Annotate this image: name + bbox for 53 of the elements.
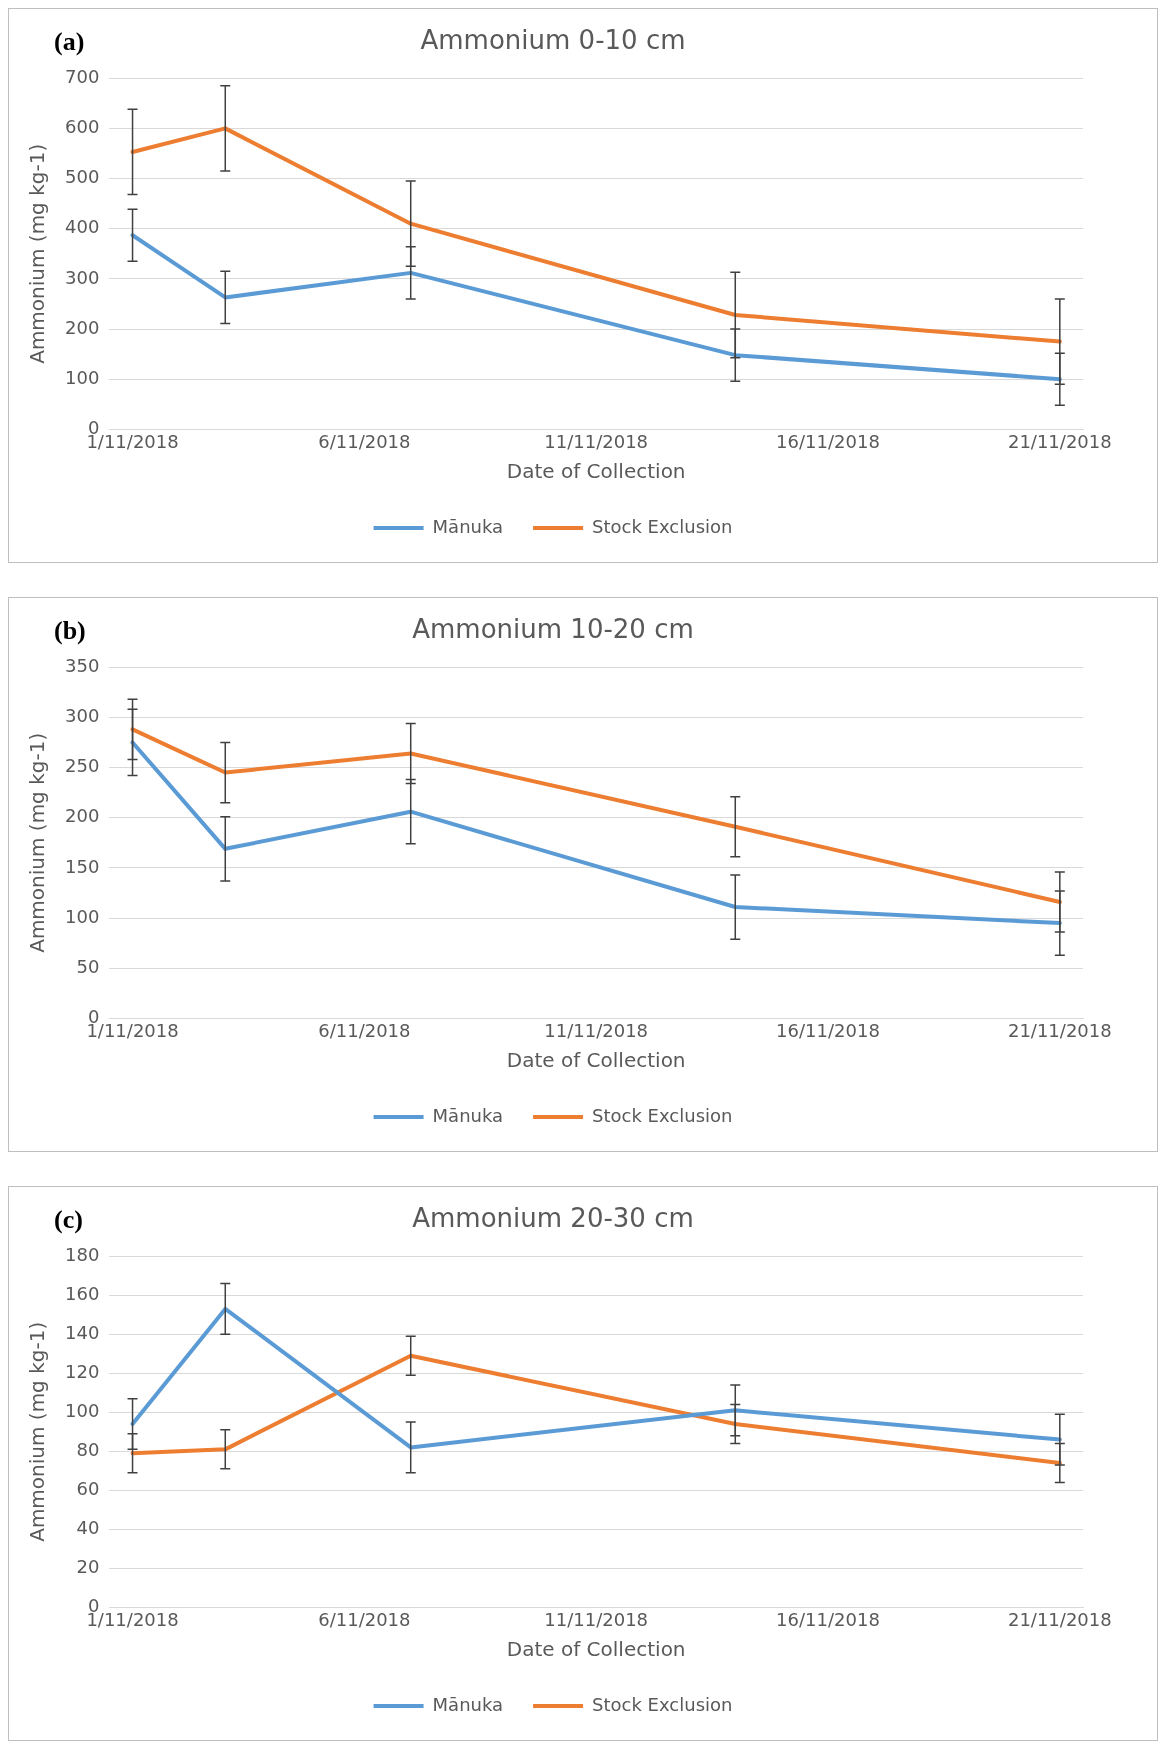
y-tick-label: 300 (65, 705, 100, 727)
y-axis-title: Ammonium (mg kg-1) (25, 143, 50, 364)
y-tick-label: 150 (65, 855, 100, 877)
legend-label: Stock Exclusion (592, 515, 733, 537)
y-tick-label: 200 (65, 805, 100, 827)
x-axis-title: Date of Collection (506, 459, 686, 484)
y-tick-label: 350 (65, 654, 100, 676)
y-tick-label: 140 (65, 1321, 100, 1343)
legend-label: Stock Exclusion (592, 1104, 733, 1126)
legend-label: Mānuka (432, 1693, 504, 1715)
y-tick-label: 500 (65, 166, 100, 188)
chart-title: Ammonium 20-30 cm (412, 1203, 694, 1234)
y-axis-title: Ammonium (mg kg-1) (25, 732, 50, 953)
x-tick-label: 16/11/2018 (776, 1608, 880, 1630)
x-tick-label: 16/11/2018 (776, 1019, 880, 1041)
y-tick-label: 60 (76, 1478, 100, 1500)
legend-label: Mānuka (432, 1104, 504, 1126)
y-tick-label: 100 (65, 1399, 100, 1421)
y-tick-label: 250 (65, 755, 100, 777)
x-tick-label: 21/11/2018 (1007, 430, 1112, 452)
y-tick-label: 200 (65, 316, 100, 338)
x-tick-label: 6/11/2018 (318, 1019, 411, 1041)
chart-title: Ammonium 10-20 cm (412, 614, 694, 645)
y-axis-title: Ammonium (mg kg-1) (25, 1321, 50, 1542)
y-tick-label: 160 (65, 1282, 100, 1304)
y-tick-label: 180 (65, 1243, 100, 1265)
x-tick-label: 6/11/2018 (318, 1608, 411, 1630)
y-tick-label: 600 (65, 116, 100, 138)
x-tick-label: 16/11/2018 (776, 430, 880, 452)
y-tick-label: 100 (65, 366, 100, 388)
x-axis-title: Date of Collection (506, 1048, 686, 1073)
y-tick-label: 400 (65, 216, 100, 238)
legend-label: Stock Exclusion (592, 1693, 733, 1715)
y-tick-label: 20 (76, 1556, 100, 1578)
y-tick-label: 100 (65, 905, 100, 927)
y-tick-label: 40 (76, 1517, 100, 1539)
y-tick-label: 300 (65, 266, 100, 288)
text: (b) (54, 616, 86, 646)
chart-title: Ammonium 0-10 cm (420, 25, 686, 56)
x-tick-label: 11/11/2018 (544, 1019, 649, 1041)
x-tick-label: 21/11/2018 (1007, 1608, 1112, 1630)
y-tick-label: 120 (65, 1360, 100, 1382)
x-axis-title: Date of Collection (506, 1637, 686, 1662)
y-tick-label: 80 (76, 1438, 100, 1460)
text: (a) (54, 27, 85, 57)
x-tick-label: 21/11/2018 (1007, 1019, 1112, 1041)
x-tick-label: 6/11/2018 (318, 430, 411, 452)
legend-label: Mānuka (432, 515, 504, 537)
x-tick-label: 11/11/2018 (544, 1608, 649, 1630)
text: (c) (54, 1205, 83, 1235)
y-tick-label: 700 (65, 65, 100, 87)
y-tick-label: 50 (76, 955, 100, 977)
x-tick-label: 11/11/2018 (544, 430, 649, 452)
